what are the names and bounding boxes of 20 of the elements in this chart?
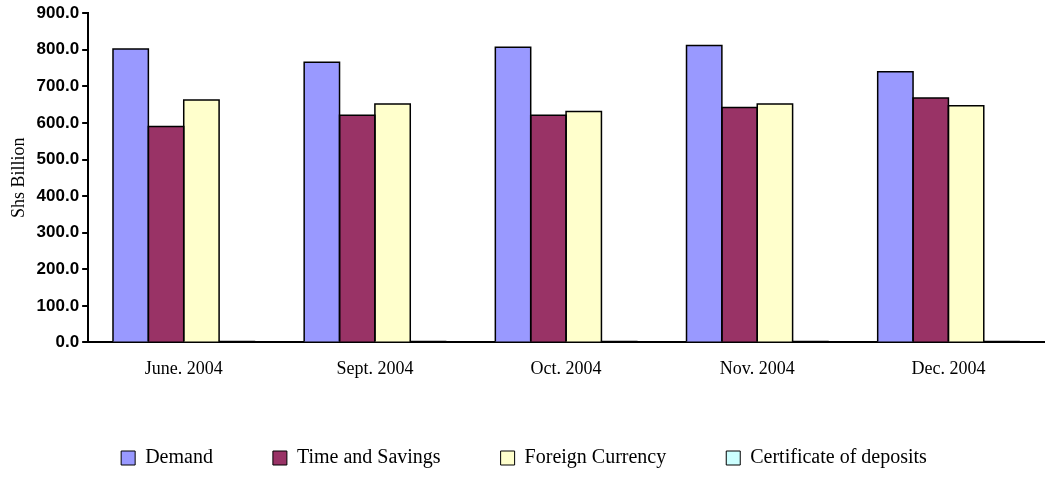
y-tick-label: 100.0 xyxy=(36,295,80,315)
legend-label: Demand xyxy=(145,445,213,468)
x-tick-label: June. 2004 xyxy=(144,357,223,378)
x-tick-label: Oct. 2004 xyxy=(530,357,602,378)
legend-label: Time and Savings xyxy=(296,445,441,469)
y-tick-label: 400.0 xyxy=(36,185,80,205)
y-axis-title: Shs Billion xyxy=(7,137,28,219)
legend-label: Foreign Currency xyxy=(524,445,667,469)
x-tick-label: Sept. 2004 xyxy=(336,357,414,378)
y-tick-label: 300.0 xyxy=(36,222,80,242)
legend-label: Certificate of deposits xyxy=(750,445,928,469)
x-tick-label: Dec. 2004 xyxy=(911,357,986,378)
y-tick-label: 0.0 xyxy=(55,332,80,352)
y-tick-label: 700.0 xyxy=(36,76,80,96)
x-tick-label: Nov. 2004 xyxy=(719,357,795,378)
y-tick-label: 600.0 xyxy=(36,112,80,132)
y-tick-label: 200.0 xyxy=(36,258,80,278)
y-tick-label: 500.0 xyxy=(36,149,80,169)
y-tick-label: 900.0 xyxy=(36,2,80,22)
y-tick-label: 800.0 xyxy=(36,39,80,59)
